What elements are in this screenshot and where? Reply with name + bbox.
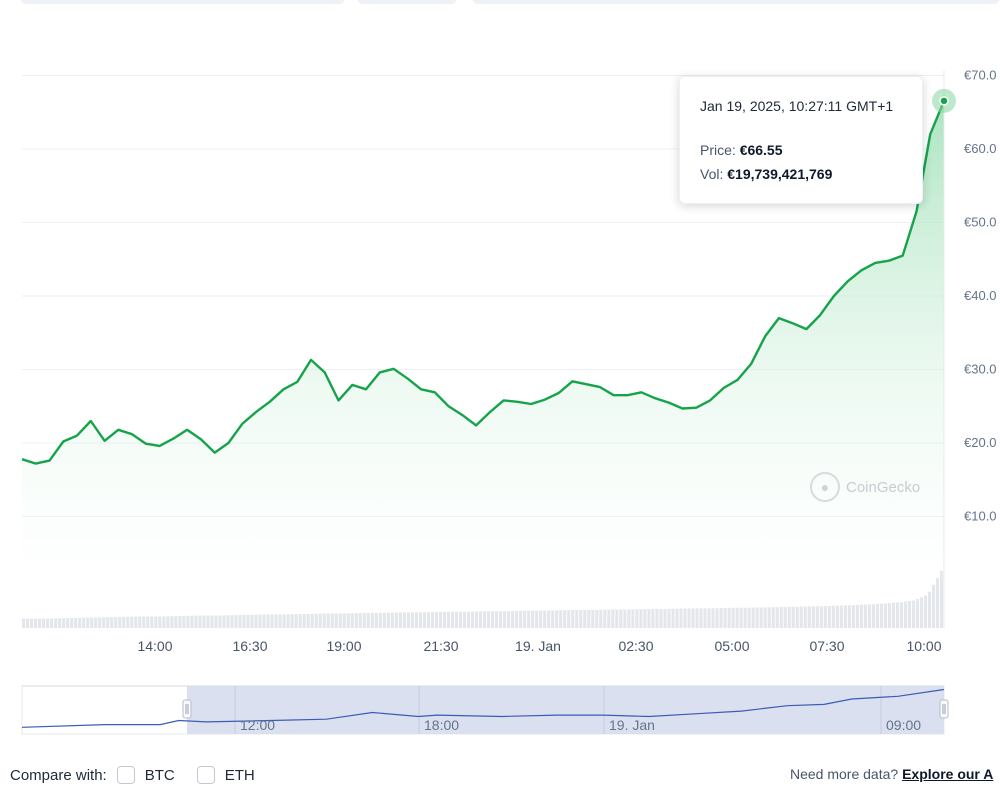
x-tick-label: 19. Jan — [515, 638, 561, 654]
navigator-selection — [187, 686, 944, 734]
top-tab-3[interactable] — [472, 0, 1000, 4]
need-more-text: Need more data? — [790, 766, 899, 782]
price-tooltip: Jan 19, 2025, 10:27:11 GMT+1 Price: €66.… — [679, 76, 923, 204]
navigator-line — [21, 688, 945, 728]
x-tick-label: 21:30 — [423, 638, 458, 654]
tooltip-vol-value: €19,739,421,769 — [727, 166, 833, 182]
navigator-tick-label: 12:00 — [240, 717, 275, 733]
hover-point — [939, 96, 949, 106]
y-tick-label: €70.0 — [964, 68, 997, 83]
x-axis-ticks: 14:00 16:30 19:00 21:30 19. Jan 02:30 05:00 07:… — [137, 638, 941, 654]
y-tick-label: €60.0 — [964, 141, 997, 156]
x-tick-label: 10:00 — [906, 638, 941, 654]
btc-checkbox[interactable] — [116, 766, 135, 784]
y-tick-label: €40.0 — [964, 288, 997, 303]
explore-api-link[interactable]: Explore our A — [902, 766, 994, 782]
x-tick-label: 07:30 — [809, 638, 844, 654]
tooltip-price-row: Price: €66.55 — [700, 142, 783, 158]
x-tick-label: 05:00 — [714, 638, 749, 654]
coingecko-logo-icon: ● — [810, 472, 840, 502]
price-chart[interactable]: €10.0 €20.0 €30.0 €40.0 €50.0 €60.0 €70.0 14:0… — [0, 0, 1000, 760]
range-navigator: 12:00 18:00 19. Jan 09:00 — [21, 685, 949, 735]
compare-btc-option[interactable]: BTC — [116, 766, 175, 784]
y-tick-label: €50.0 — [964, 215, 997, 230]
watermark-text: CoinGecko — [846, 478, 921, 496]
tooltip-price-label: Price: — [700, 142, 736, 158]
need-more-data: Need more data? Explore our A — [790, 766, 993, 782]
handle-body — [939, 699, 949, 719]
eth-checkbox[interactable] — [196, 766, 215, 784]
y-tick-label: €20.0 — [964, 435, 997, 450]
tooltip-vol-label: Vol: — [700, 166, 724, 182]
y-tick-label: €10.0 — [964, 509, 997, 524]
compare-label: Compare with: — [10, 766, 107, 784]
tooltip-vol-row: Vol: €19,739,421,769 — [700, 166, 832, 182]
coingecko-watermark: ● CoinGecko — [810, 472, 920, 502]
handle-body — [182, 699, 192, 719]
y-tick-label: €30.0 — [964, 362, 997, 377]
x-tick-label: 19:00 — [326, 638, 361, 654]
top-tab-1[interactable] — [20, 0, 345, 4]
tooltip-price-value: €66.55 — [739, 142, 783, 158]
navigator-tick-label: 09:00 — [886, 717, 921, 733]
btc-label: BTC — [144, 766, 175, 784]
y-axis-ticks: €10.0 €20.0 €30.0 €40.0 €50.0 €60.0 €70.0 — [964, 68, 997, 524]
navigator-tick-label: 18:00 — [424, 717, 459, 733]
x-tick-label: 16:30 — [232, 638, 267, 654]
x-tick-label: 02:30 — [618, 638, 653, 654]
navigator-right-handle[interactable] — [939, 699, 949, 719]
compare-bar: Compare with: BTC ETH — [10, 766, 277, 784]
compare-eth-option[interactable]: ETH — [196, 766, 255, 784]
top-tab-2[interactable] — [357, 0, 457, 4]
price-area — [22, 100, 944, 628]
tooltip-date: Jan 19, 2025, 10:27:11 GMT+1 — [700, 98, 894, 114]
eth-label: ETH — [224, 766, 255, 784]
navigator-left-handle[interactable] — [182, 699, 192, 719]
navigator-tick-label: 19. Jan — [609, 717, 655, 733]
price-line — [21, 100, 946, 465]
x-tick-label: 14:00 — [137, 638, 172, 654]
